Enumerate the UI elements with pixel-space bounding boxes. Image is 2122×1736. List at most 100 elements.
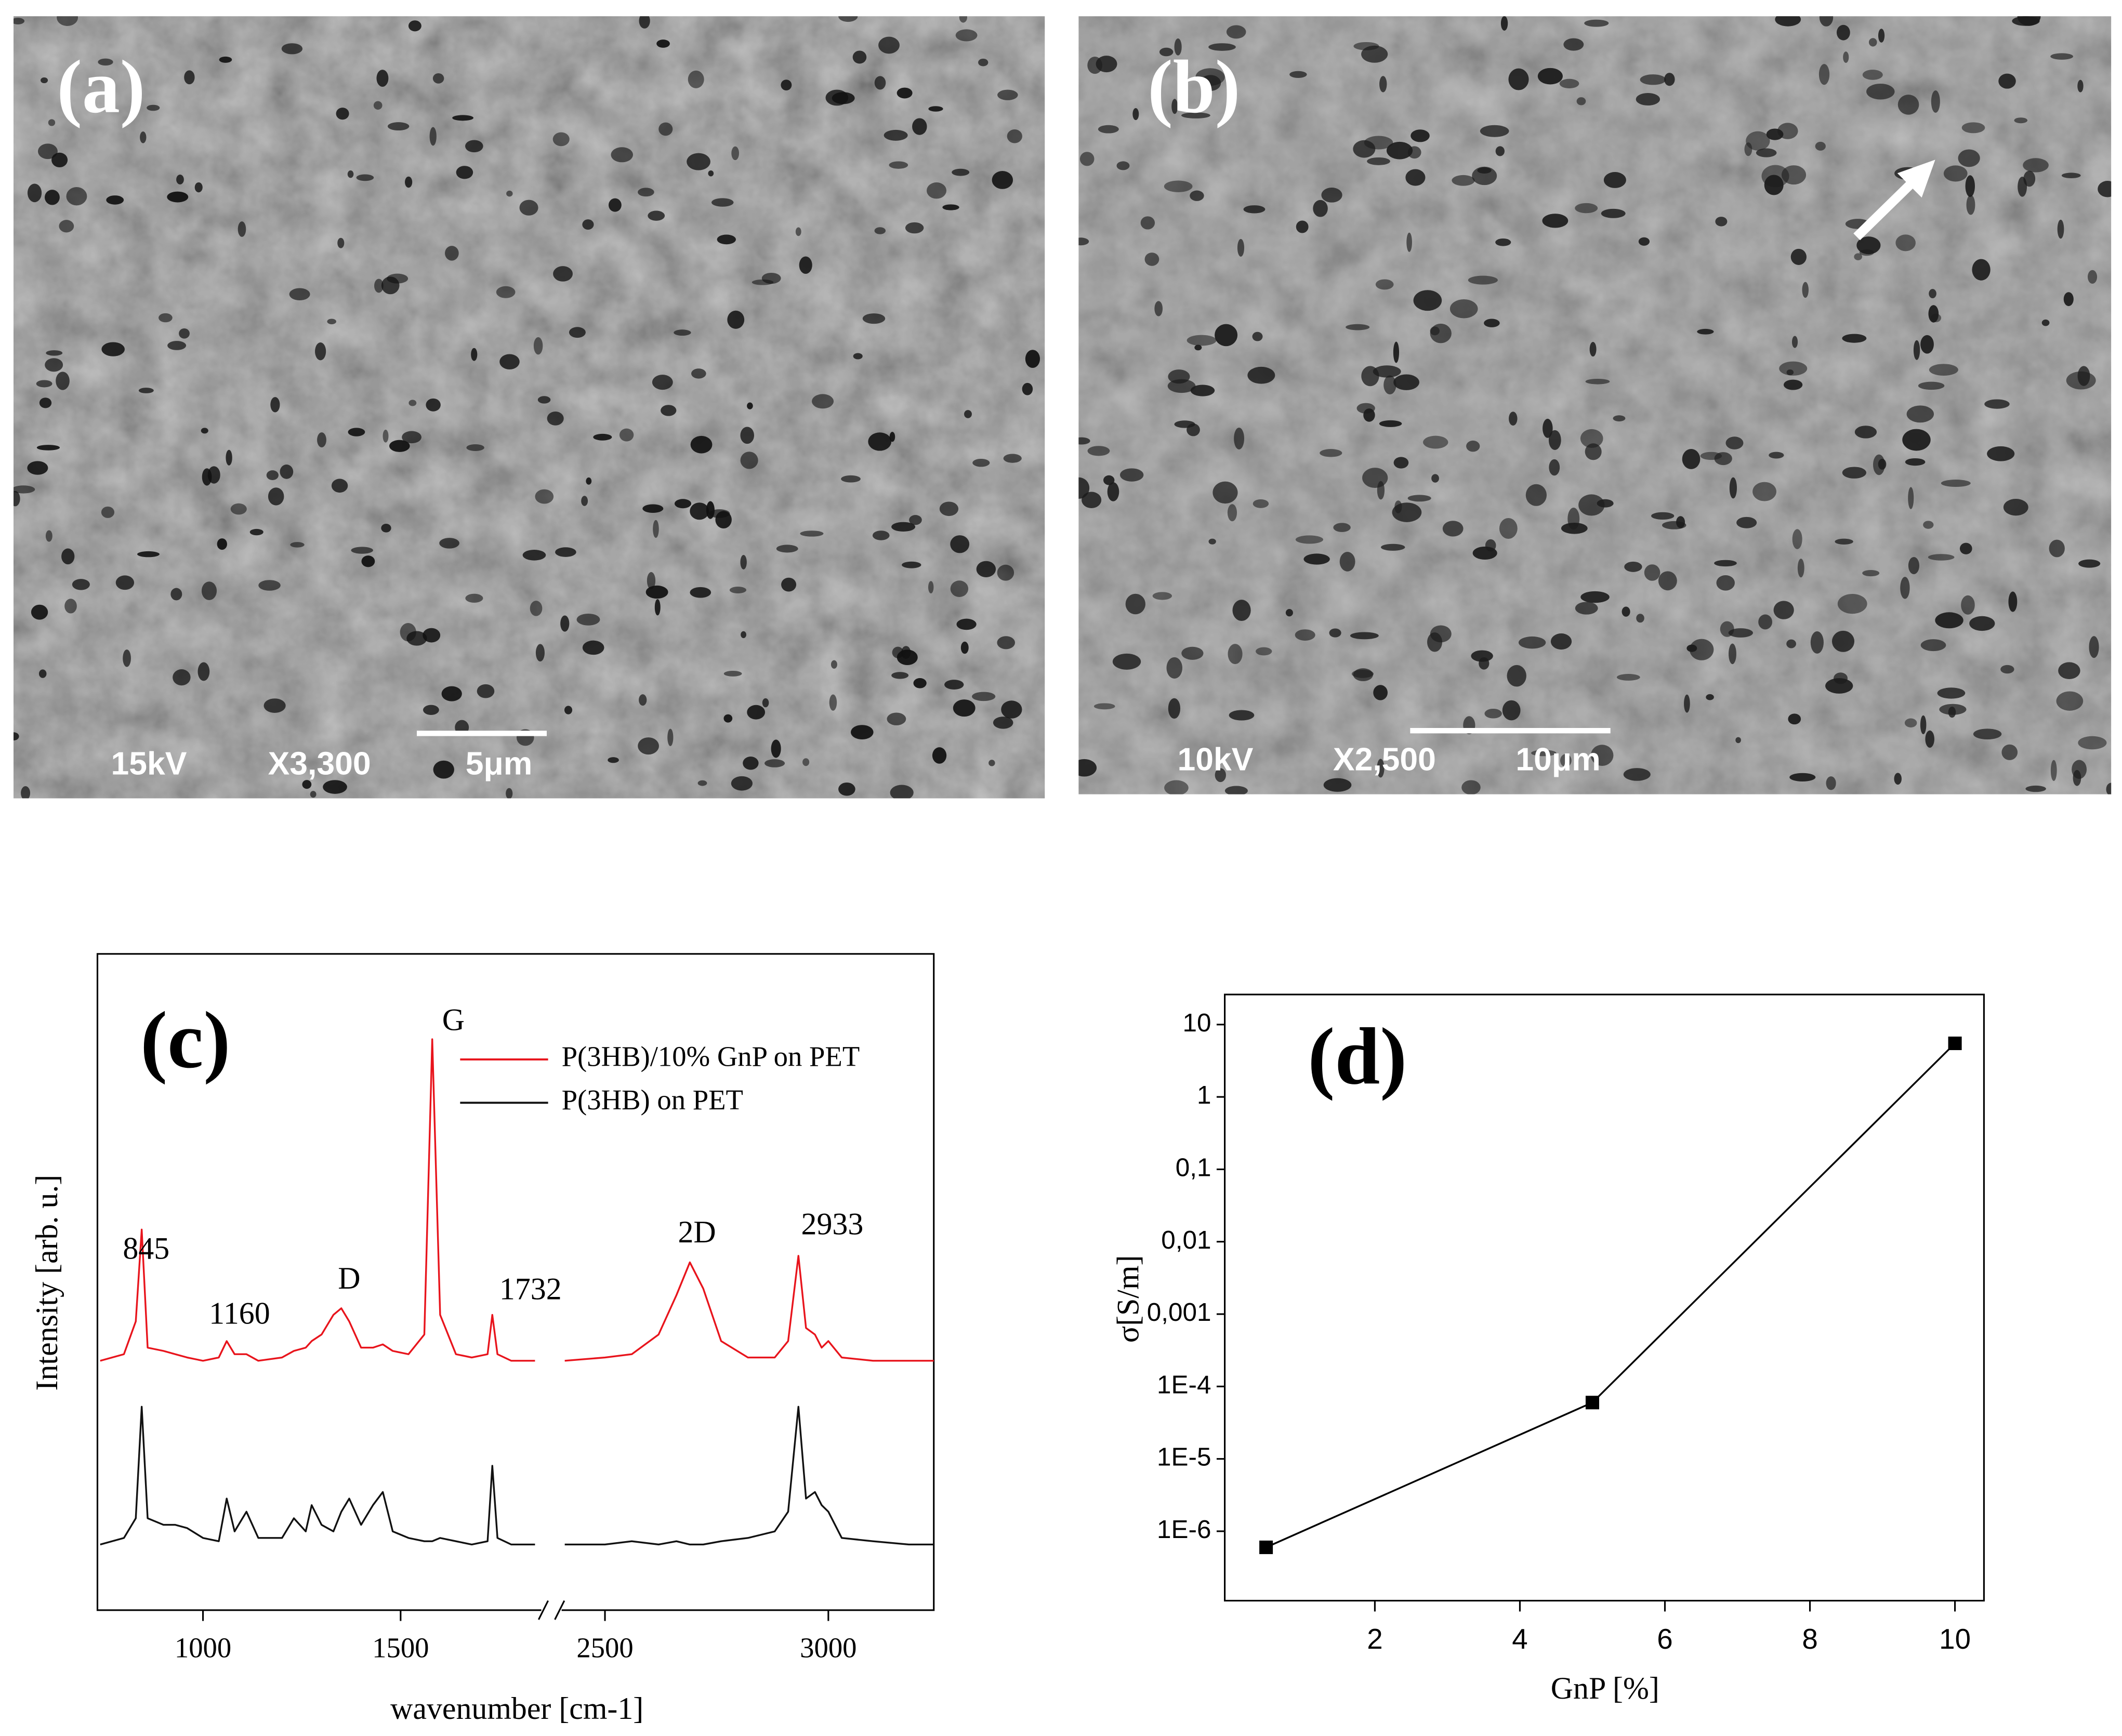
sem-pore (581, 496, 588, 506)
y-tick-label: 0,01 (1161, 1226, 1211, 1254)
sem-pore (381, 276, 400, 295)
sem-pore (59, 220, 74, 233)
sem-pore (2056, 691, 2084, 711)
sem-pore (1190, 190, 1204, 201)
sem-pore (268, 487, 284, 506)
sem-pore (537, 396, 551, 404)
sem-pore (1929, 364, 1958, 376)
sem-pore (1285, 608, 1293, 617)
sem-pore (2106, 783, 2112, 794)
sem-pore (1831, 630, 1855, 652)
sem-pore (993, 717, 1013, 729)
sem-pore (1868, 38, 1877, 47)
sem-pore (691, 368, 706, 379)
sem-pore (1411, 129, 1430, 142)
sem-pore (652, 375, 673, 390)
sem-pore (452, 115, 473, 121)
sem-voltage: 15kV (111, 745, 187, 781)
sem-pore (1394, 500, 1402, 513)
sem-pore (1585, 378, 1610, 385)
sem-pore (1925, 730, 1934, 748)
sem-pore (1676, 516, 1685, 528)
sem-pore (959, 16, 967, 23)
sem-pore (98, 58, 113, 66)
sem-pore (1168, 698, 1181, 719)
panel-label: (a) (57, 45, 145, 129)
sem-pore (1025, 350, 1040, 368)
sem-pore (1920, 639, 1946, 652)
peak-annotation: G (442, 1002, 465, 1037)
sem-pore (21, 786, 31, 799)
sem-pore (1181, 646, 1204, 660)
sem-pore (361, 555, 375, 567)
sem-pore (928, 581, 934, 593)
sem-pore (1164, 780, 1189, 794)
sem-pore (1826, 776, 1836, 790)
arrow-shaft (1853, 173, 1922, 241)
sem-pore (1638, 237, 1650, 246)
sem-pore (619, 428, 634, 442)
sem-pore (555, 547, 576, 557)
sem-pore (1078, 437, 1090, 445)
sem-pore (1442, 521, 1464, 537)
sem-pore (667, 728, 674, 746)
y-axis-label: Intensity [arb. u.] (30, 1175, 64, 1391)
data-point (1585, 1396, 1599, 1410)
sem-pore (289, 288, 310, 301)
sem-pore (690, 587, 711, 598)
sem-pore (176, 175, 184, 184)
sem-pore (387, 122, 410, 131)
sem-pore (207, 466, 220, 484)
sem-pore (1367, 157, 1390, 165)
sem-pore (1729, 643, 1736, 665)
sem-pore (674, 329, 691, 336)
sem-pore (747, 402, 753, 409)
sem-pore (499, 354, 520, 369)
sem-pore (1961, 122, 1985, 134)
sem-pore (890, 785, 914, 799)
sem-pore (402, 431, 421, 444)
sem-pore (441, 686, 462, 701)
sem-pore (955, 29, 978, 42)
sem-pore (1087, 446, 1110, 456)
sem-pore (1351, 669, 1374, 678)
sem-pore (280, 465, 294, 479)
sem-pore (2058, 662, 2080, 680)
sem-pore (1561, 522, 1588, 534)
sem-pore (197, 662, 210, 681)
sem-pore (1224, 786, 1248, 794)
sem-pore (466, 444, 484, 452)
legend-label: P(3HB)/10% GnP on PET (562, 1041, 860, 1072)
sem-pore (2008, 591, 2018, 612)
sem-pore (1563, 38, 1584, 51)
sem-pore (1190, 385, 1215, 396)
sem-pore (771, 739, 781, 758)
sem-pore (1333, 523, 1351, 532)
sem-pore (1929, 289, 1936, 298)
sem-pore (1208, 538, 1216, 545)
sem-pore (290, 542, 305, 548)
x-tick-label: 1500 (372, 1632, 429, 1663)
sem-pore (731, 776, 753, 791)
sem-pore (2078, 559, 2101, 568)
sem-pore (1783, 379, 1803, 390)
sem-pore (653, 520, 659, 538)
sem-pore (1350, 632, 1379, 640)
sem-pore (1471, 650, 1493, 662)
sem-pore (138, 388, 154, 393)
sem-pore (36, 445, 60, 450)
sem-pore (123, 649, 131, 667)
x-tick-label: 3000 (800, 1632, 856, 1663)
sem-pore (1684, 694, 1690, 713)
sem-pore (1560, 754, 1572, 767)
sem-pore (2063, 292, 2074, 307)
sem-pore (1913, 340, 1920, 360)
sem-pore (1212, 481, 1238, 504)
sem-pore (697, 780, 707, 786)
sem-pore (1714, 560, 1737, 567)
sem-pore (351, 547, 373, 554)
sem-pore (2098, 181, 2112, 197)
sem-pore (41, 77, 48, 84)
sem-pore (1935, 612, 1963, 629)
sem-pore (64, 599, 77, 614)
